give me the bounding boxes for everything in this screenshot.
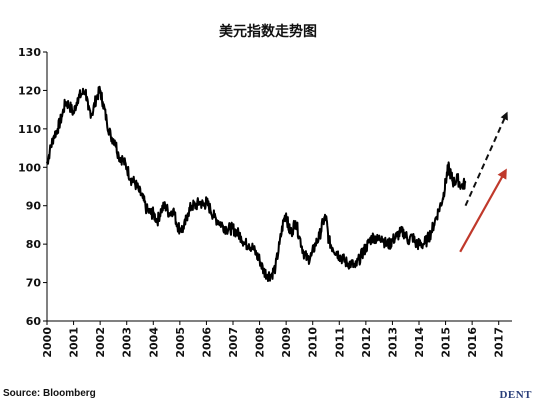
y-tick-label: 60: [26, 315, 42, 328]
annotation-layer: [459, 111, 508, 253]
series-line: [46, 85, 467, 282]
y-tick-label: 90: [26, 200, 42, 213]
series-layer: [46, 85, 467, 282]
x-tick-label: 2008: [254, 327, 267, 358]
x-tick-label: 2002: [94, 327, 107, 358]
x-tick-label: 2010: [307, 327, 320, 358]
x-tick-label: 2013: [386, 327, 399, 358]
forecast-red-arrow: [459, 168, 507, 253]
x-tick-label: 2004: [147, 327, 160, 358]
x-tick-label: 2009: [280, 327, 293, 358]
x-tick-label: 2006: [200, 327, 213, 358]
y-tick-label: 120: [18, 84, 41, 97]
axes: [46, 52, 512, 322]
x-tick-label: 2017: [493, 327, 506, 358]
y-tick-label: 100: [18, 161, 41, 174]
y-tick-label: 70: [26, 277, 42, 290]
y-tick-label: 80: [26, 238, 42, 251]
brand-logo: DENT: [499, 389, 532, 401]
y-axis-ticks: 60 70 80 90 100 110 120 130: [18, 46, 47, 328]
x-tick-label: 2011: [333, 327, 346, 358]
x-tick-label: 2007: [227, 327, 240, 358]
x-tick-label: 2003: [121, 327, 134, 358]
forecast-dashed-arrow: [464, 111, 508, 207]
x-axis-ticks: 2000 2001 2002 2003 2004 2005 2006 2007 2008 2009…: [41, 321, 506, 358]
source-note: Source: Bloomberg: [3, 388, 96, 399]
y-tick-label: 110: [18, 123, 41, 136]
chart-title: 美元指数走势图: [219, 23, 317, 40]
x-tick-label: 2005: [174, 327, 187, 358]
y-tick-label: 130: [18, 46, 41, 59]
x-tick-label: 2001: [68, 327, 81, 358]
x-tick-label: 2014: [413, 327, 426, 358]
x-tick-label: 2016: [466, 327, 479, 358]
x-tick-label: 2015: [440, 327, 453, 358]
x-tick-label: 2012: [360, 327, 373, 358]
x-tick-label: 2000: [41, 327, 54, 358]
